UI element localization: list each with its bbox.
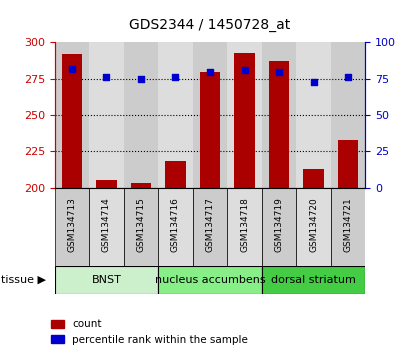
Bar bbox=[131, 183, 151, 188]
Text: tissue ▶: tissue ▶ bbox=[1, 275, 46, 285]
Point bbox=[103, 74, 110, 80]
Text: GSM134713: GSM134713 bbox=[67, 197, 76, 252]
Text: BNST: BNST bbox=[92, 275, 121, 285]
Bar bbox=[89, 42, 123, 188]
Text: nucleus accumbens: nucleus accumbens bbox=[155, 275, 265, 285]
Point bbox=[310, 79, 317, 85]
Bar bbox=[331, 42, 365, 188]
Bar bbox=[158, 188, 193, 266]
Bar bbox=[234, 53, 255, 188]
Bar bbox=[123, 42, 158, 188]
Bar bbox=[262, 188, 297, 266]
Bar bbox=[338, 140, 359, 188]
Text: GSM134714: GSM134714 bbox=[102, 197, 111, 252]
Bar bbox=[193, 42, 227, 188]
Text: GSM134716: GSM134716 bbox=[171, 197, 180, 252]
Bar bbox=[262, 266, 365, 294]
Text: GSM134720: GSM134720 bbox=[309, 197, 318, 252]
Bar bbox=[331, 188, 365, 266]
Bar bbox=[227, 42, 262, 188]
Text: GSM134717: GSM134717 bbox=[205, 197, 215, 252]
Bar bbox=[227, 188, 262, 266]
Bar bbox=[297, 188, 331, 266]
Point bbox=[241, 67, 248, 73]
Bar bbox=[55, 42, 89, 188]
Bar bbox=[193, 188, 227, 266]
Bar bbox=[303, 169, 324, 188]
Bar bbox=[297, 42, 331, 188]
Point bbox=[207, 69, 213, 74]
Text: GSM134715: GSM134715 bbox=[136, 197, 145, 252]
Bar bbox=[123, 188, 158, 266]
Bar bbox=[55, 266, 158, 294]
Bar bbox=[96, 181, 117, 188]
Point bbox=[276, 69, 282, 74]
Bar bbox=[269, 61, 289, 188]
Text: GDS2344 / 1450728_at: GDS2344 / 1450728_at bbox=[129, 18, 291, 32]
Bar bbox=[89, 188, 123, 266]
Point bbox=[138, 76, 144, 81]
Point bbox=[345, 74, 352, 80]
Text: dorsal striatum: dorsal striatum bbox=[271, 275, 356, 285]
Bar bbox=[158, 42, 193, 188]
Bar bbox=[165, 161, 186, 188]
Bar bbox=[61, 54, 82, 188]
Text: GSM134718: GSM134718 bbox=[240, 197, 249, 252]
Bar bbox=[200, 72, 221, 188]
Text: GSM134721: GSM134721 bbox=[344, 197, 353, 252]
Legend: count, percentile rank within the sample: count, percentile rank within the sample bbox=[47, 315, 252, 349]
Bar bbox=[262, 42, 297, 188]
Point bbox=[172, 74, 179, 80]
Bar bbox=[158, 266, 262, 294]
Bar bbox=[55, 188, 89, 266]
Point bbox=[68, 66, 75, 72]
Text: GSM134719: GSM134719 bbox=[275, 197, 284, 252]
